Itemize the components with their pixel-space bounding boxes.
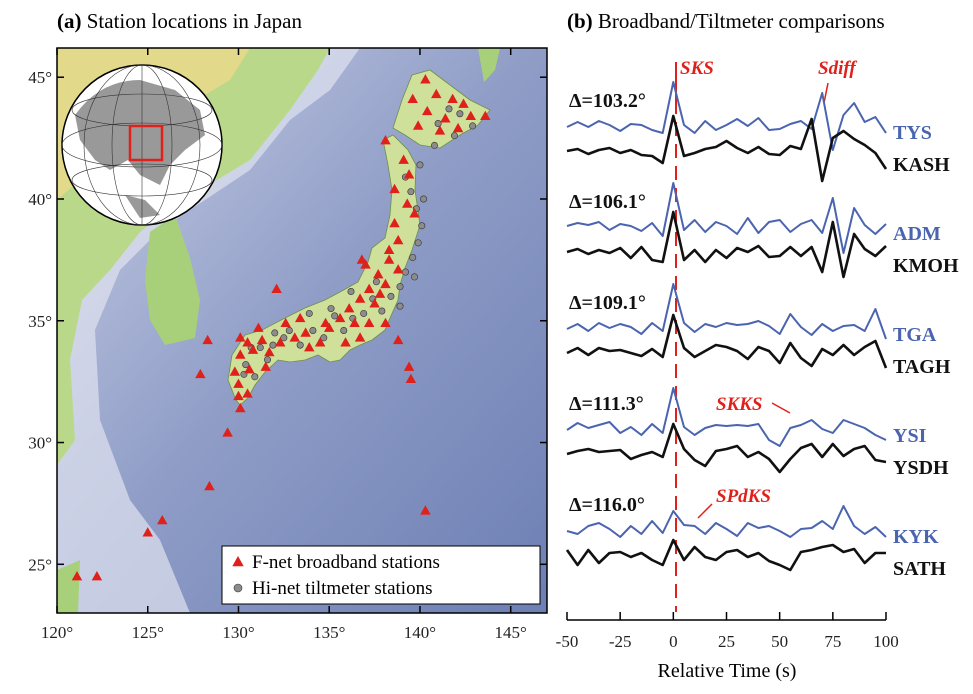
station-dot — [446, 106, 452, 112]
station-dot — [415, 240, 421, 246]
distance-label: Δ=111.3° — [569, 393, 644, 415]
station-dot — [257, 344, 263, 350]
globe-inset — [62, 65, 222, 225]
x-tick-label: 50 — [771, 632, 788, 651]
station-label: TAGH — [893, 356, 951, 378]
x-tick-label: 145° — [495, 623, 527, 642]
station-dot — [402, 269, 408, 275]
station-label: SATH — [893, 558, 946, 580]
y-tick-label: 25° — [28, 555, 52, 574]
panel-label: (b) — [567, 9, 593, 33]
waveform — [567, 540, 886, 570]
x-axis-label: Relative Time (s) — [658, 660, 797, 682]
distance-label: Δ=116.0° — [569, 494, 645, 516]
panel-a-title: (a) Station locations in Japan — [57, 9, 302, 33]
figure: (a) Station locations in Japan (b) Broad… — [0, 0, 973, 689]
station-dot — [420, 196, 426, 202]
station-dot — [417, 162, 423, 168]
station-dot — [297, 342, 303, 348]
station-label: TYS — [893, 122, 932, 144]
station-dot — [373, 279, 379, 285]
panel-title: Broadband/Tiltmeter comparisons — [598, 9, 885, 33]
legend-swatch — [234, 584, 242, 592]
x-tick-label: 120° — [41, 623, 73, 642]
station-dot — [411, 274, 417, 280]
x-tick-label: -25 — [609, 632, 632, 651]
phase-pointer — [698, 504, 712, 518]
station-dot — [431, 142, 437, 148]
x-tick-label: 140° — [404, 623, 436, 642]
station-label: KYK — [893, 526, 939, 548]
station-dot — [410, 254, 416, 260]
phase-label: Sdiff — [818, 58, 857, 79]
station-dot — [310, 327, 316, 333]
panel-label: (a) — [57, 9, 82, 33]
station-dot — [286, 327, 292, 333]
phase-pointer — [772, 403, 790, 413]
x-tick-label: -50 — [556, 632, 579, 651]
x-tick-label: 135° — [313, 623, 345, 642]
station-dot — [331, 313, 337, 319]
phase-label: SPdKS — [716, 486, 771, 507]
panel-title: Station locations in Japan — [87, 9, 303, 33]
phase-label: SKS — [680, 58, 714, 79]
station-dot — [252, 374, 258, 380]
distance-label: Δ=109.1° — [569, 292, 646, 314]
station-dot — [341, 327, 347, 333]
station-dot — [408, 188, 414, 194]
distance-label: Δ=103.2° — [569, 90, 646, 112]
y-tick-label: 40° — [28, 190, 52, 209]
station-label: KASH — [893, 154, 950, 176]
station-dot — [457, 111, 463, 117]
y-tick-label: 30° — [28, 434, 52, 453]
station-dot — [348, 288, 354, 294]
y-tick-label: 45° — [28, 68, 52, 87]
phase-label: SKKS — [716, 394, 762, 415]
x-tick-label: 125° — [132, 623, 164, 642]
station-dot — [397, 283, 403, 289]
legend-label: F-net broadband stations — [252, 552, 440, 573]
station-label: YSI — [893, 425, 927, 447]
panel-b-title: (b) Broadband/Tiltmeter comparisons — [567, 9, 885, 33]
station-dot — [361, 310, 367, 316]
station-dot — [264, 357, 270, 363]
station-label: KMOH — [893, 255, 959, 277]
station-dot — [306, 310, 312, 316]
station-dot — [388, 293, 394, 299]
legend-label: Hi-net tiltmeter stations — [252, 578, 432, 599]
station-dot — [451, 132, 457, 138]
station-label: YSDH — [893, 457, 949, 479]
station-label: ADM — [893, 223, 941, 245]
station-dot — [379, 308, 385, 314]
station-dot — [272, 330, 278, 336]
phase-pointer — [824, 83, 828, 103]
station-dot — [270, 342, 276, 348]
station-dot — [419, 223, 425, 229]
x-tick-label: 25 — [718, 632, 735, 651]
x-tick-label: 0 — [669, 632, 678, 651]
station-label: TGA — [893, 324, 937, 346]
station-dot — [469, 123, 475, 129]
waveform — [567, 424, 886, 472]
station-dot — [328, 305, 334, 311]
distance-label: Δ=106.1° — [569, 191, 646, 213]
station-dot — [435, 120, 441, 126]
page: {"chart_data":[ {"type":"map","label":"(… — [0, 0, 973, 689]
x-tick-label: 100 — [873, 632, 899, 651]
station-dot — [397, 303, 403, 309]
x-tick-label: 75 — [824, 632, 841, 651]
x-tick-label: 130° — [222, 623, 254, 642]
y-tick-label: 35° — [28, 312, 52, 331]
